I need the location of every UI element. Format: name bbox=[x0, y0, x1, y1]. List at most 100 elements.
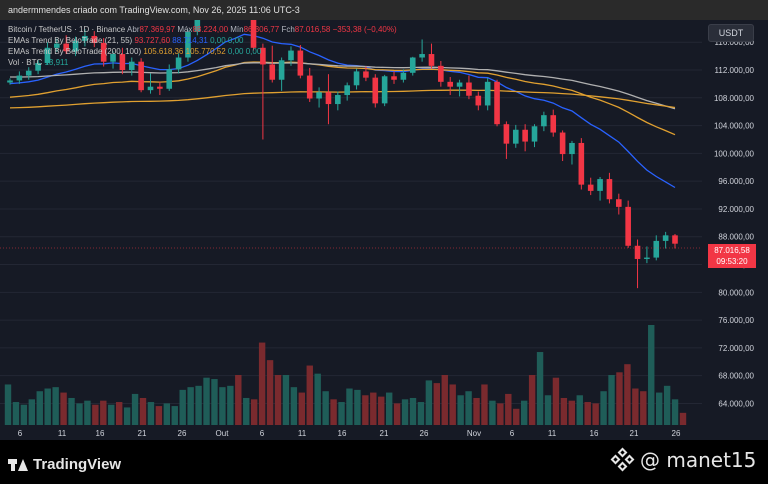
tradingview-logo-text: TradingView bbox=[33, 456, 122, 473]
candle-body bbox=[250, 20, 257, 48]
ema1-value3: 0,00 bbox=[210, 36, 226, 45]
candle-body bbox=[512, 129, 519, 144]
candle-body bbox=[616, 199, 622, 207]
price-tick-label: 64.000,00 bbox=[718, 399, 754, 408]
volume-bar bbox=[584, 402, 591, 425]
price-tick-label: 100.000,00 bbox=[714, 149, 755, 158]
price-chart[interactable]: 116.000,00 112.000,00 108.000,00 104.000,00… bbox=[0, 20, 768, 440]
price-tick-label: 92.000,00 bbox=[718, 205, 754, 214]
volume-bar bbox=[123, 407, 131, 425]
candle-body bbox=[672, 235, 678, 244]
ema-100-line bbox=[10, 62, 676, 110]
volume-bar bbox=[250, 399, 258, 425]
volume-bar bbox=[552, 377, 560, 425]
close-value: 87.016,58 bbox=[294, 25, 331, 34]
last-price-value: 87.016,58 bbox=[714, 246, 750, 255]
open-value: 87.369,97 bbox=[139, 25, 176, 34]
volume-value: 13,911 bbox=[44, 58, 69, 67]
candle-body bbox=[653, 240, 660, 258]
ema2-value2: 105.770,52 bbox=[185, 47, 226, 56]
time-tick-label: 26 bbox=[420, 429, 429, 438]
volume-bar bbox=[314, 373, 321, 425]
time-tick-label: 21 bbox=[380, 429, 389, 438]
low-value: 86.306,77 bbox=[243, 25, 280, 34]
symbol-name[interactable]: Bitcoin / TetherUS · 1D · Binance bbox=[8, 25, 126, 34]
volume-bar bbox=[100, 400, 107, 425]
candle-body bbox=[353, 71, 360, 86]
candle-body bbox=[335, 95, 341, 105]
candle-body bbox=[662, 235, 669, 241]
candle-body bbox=[550, 115, 557, 133]
volume-bar bbox=[108, 404, 115, 425]
volume-bar bbox=[520, 400, 528, 425]
volume-bar bbox=[385, 392, 393, 425]
candle-body bbox=[531, 126, 538, 142]
price-tick-label: 68.000,00 bbox=[718, 372, 754, 381]
candle-body bbox=[7, 80, 13, 83]
ema1-value4: 0,00 bbox=[227, 36, 244, 45]
volume-bar bbox=[370, 392, 377, 425]
volume-bar bbox=[608, 375, 615, 425]
legend-ema2-row[interactable]: EMAs Trend By BeloTrade (200, 100) 105.6… bbox=[8, 46, 397, 57]
candle-body bbox=[409, 57, 416, 73]
candle-body bbox=[316, 92, 322, 99]
ema1-value1: 93.727,60 bbox=[134, 36, 171, 45]
candle-body bbox=[325, 92, 332, 105]
candle-body bbox=[644, 257, 650, 259]
candle-body bbox=[185, 31, 191, 58]
volume-bar bbox=[131, 393, 139, 425]
legend-ema1-row[interactable]: EMAs Trend By BeloTrade (21, 55) 93.727,… bbox=[8, 35, 397, 46]
candle-body bbox=[569, 142, 575, 155]
candle-body bbox=[100, 42, 107, 62]
chart-legend: Bitcoin / TetherUS · 1D · Binance Abr87.… bbox=[8, 24, 397, 68]
candle-body bbox=[466, 82, 472, 96]
volume-bar bbox=[84, 400, 91, 425]
candle-body bbox=[166, 69, 173, 89]
candle-body bbox=[400, 72, 407, 80]
volume-bar bbox=[568, 400, 576, 425]
candle-body bbox=[428, 54, 435, 66]
volume-bar bbox=[258, 342, 266, 425]
volume-bar bbox=[433, 383, 441, 425]
ema2-value1: 105.618,36 bbox=[143, 47, 184, 56]
volume-bar bbox=[203, 377, 210, 425]
candle-body bbox=[494, 81, 500, 125]
candle-body bbox=[606, 179, 613, 200]
candle-body bbox=[288, 50, 294, 61]
time-tick-label: 11 bbox=[298, 429, 307, 438]
tradingview-logo[interactable]: TradingView bbox=[8, 456, 121, 473]
candle-body bbox=[72, 40, 79, 52]
screenshot-caption: andermmendes criado com TradingView.com,… bbox=[0, 0, 768, 20]
volume-bar bbox=[505, 393, 512, 425]
volume-bar bbox=[338, 402, 345, 425]
currency-button[interactable]: USDT bbox=[708, 24, 754, 42]
high-label: Máx bbox=[177, 25, 193, 34]
time-tick-label: 11 bbox=[58, 429, 67, 438]
volume-bar bbox=[274, 375, 282, 425]
volume-bar bbox=[655, 392, 663, 425]
time-tick-label: 21 bbox=[630, 429, 639, 438]
ema2-value3: 0,00 bbox=[227, 47, 244, 56]
candle-body bbox=[110, 54, 116, 62]
candle-body bbox=[447, 81, 454, 87]
price-tick-label: 104.000,00 bbox=[714, 122, 755, 131]
chart-area[interactable]: 116.000,00 112.000,00 108.000,00 104.000,00… bbox=[0, 20, 768, 440]
volume-bar bbox=[417, 402, 425, 425]
volume-bar bbox=[52, 387, 59, 425]
volume-bar bbox=[219, 387, 226, 425]
candle-body bbox=[278, 60, 285, 80]
volume-bar bbox=[401, 399, 409, 425]
volume-bar bbox=[4, 384, 12, 425]
volume-bar bbox=[528, 375, 536, 425]
legend-volume-row[interactable]: Vol · BTC 13,911 bbox=[8, 57, 397, 68]
volume-bar bbox=[12, 402, 20, 425]
candle-body bbox=[587, 184, 594, 191]
volume-bar bbox=[282, 375, 290, 425]
price-tick-label: 96.000,00 bbox=[718, 177, 754, 186]
volume-bar bbox=[115, 402, 123, 425]
candle-body bbox=[634, 245, 641, 259]
volume-bar bbox=[600, 391, 607, 425]
ema1-value2: 88.714,31 bbox=[172, 36, 208, 45]
volume-bar bbox=[290, 387, 298, 425]
